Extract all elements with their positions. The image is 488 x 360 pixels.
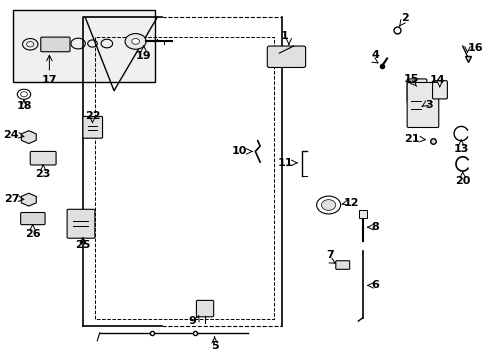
Text: 10: 10 <box>231 147 246 157</box>
Text: 12: 12 <box>343 198 359 208</box>
Bar <box>359 210 366 217</box>
FancyBboxPatch shape <box>30 152 56 165</box>
Text: 24: 24 <box>3 130 19 140</box>
Circle shape <box>125 33 146 49</box>
FancyBboxPatch shape <box>335 261 349 269</box>
Text: 22: 22 <box>84 111 100 121</box>
Text: 18: 18 <box>16 102 32 111</box>
FancyBboxPatch shape <box>196 300 213 317</box>
Text: 25: 25 <box>75 240 90 250</box>
FancyBboxPatch shape <box>407 79 426 103</box>
Text: 20: 20 <box>454 176 469 186</box>
FancyBboxPatch shape <box>20 212 45 225</box>
Text: 21: 21 <box>403 134 419 144</box>
Text: 5: 5 <box>210 342 218 351</box>
Text: 9: 9 <box>188 316 196 326</box>
Circle shape <box>131 39 139 44</box>
Text: 15: 15 <box>403 73 418 84</box>
Circle shape <box>321 200 335 210</box>
Text: 27: 27 <box>4 194 19 203</box>
Bar <box>14 10 154 82</box>
Text: 19: 19 <box>136 51 151 61</box>
FancyBboxPatch shape <box>83 116 102 138</box>
Text: 23: 23 <box>36 169 51 179</box>
Text: 3: 3 <box>425 100 432 110</box>
Text: 17: 17 <box>41 75 57 85</box>
FancyBboxPatch shape <box>267 46 305 67</box>
FancyBboxPatch shape <box>41 37 70 52</box>
Text: 11: 11 <box>277 158 293 168</box>
Text: 7: 7 <box>326 250 334 260</box>
Text: 1: 1 <box>280 31 287 41</box>
Text: 8: 8 <box>371 222 379 232</box>
Text: 14: 14 <box>428 75 444 85</box>
Text: 6: 6 <box>371 280 379 291</box>
Text: 2: 2 <box>401 13 408 23</box>
FancyBboxPatch shape <box>67 209 95 238</box>
FancyBboxPatch shape <box>432 81 447 99</box>
FancyBboxPatch shape <box>407 82 438 127</box>
Text: 16: 16 <box>467 43 482 53</box>
Text: 26: 26 <box>25 229 41 239</box>
Text: 4: 4 <box>370 50 378 60</box>
Text: 13: 13 <box>453 144 468 154</box>
Circle shape <box>316 196 340 214</box>
